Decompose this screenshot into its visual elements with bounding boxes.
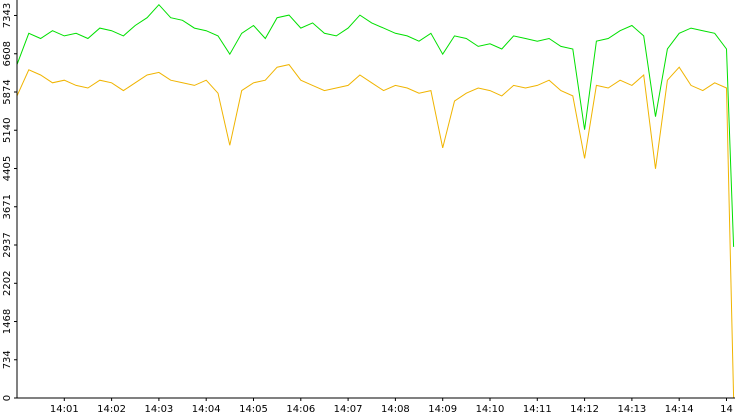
- x-tick-label: 14:10: [476, 404, 505, 415]
- y-tick-label: 5874: [2, 79, 13, 104]
- x-tick-label: 14: [720, 404, 733, 415]
- x-tick-label: 14:05: [239, 404, 268, 415]
- y-tick-label: 2937: [2, 232, 13, 257]
- x-tick-label: 14:02: [97, 404, 126, 415]
- y-tick-label: 1468: [2, 309, 13, 334]
- x-tick-label: 14:11: [523, 404, 552, 415]
- series-line: [16, 64, 735, 399]
- y-tick-label: 6608: [2, 41, 13, 66]
- x-tick-label: 14:06: [286, 404, 315, 415]
- x-tick-label: 14:09: [428, 404, 457, 415]
- y-tick-label: 0: [2, 395, 13, 401]
- y-tick-label: 734: [2, 350, 13, 369]
- x-tick-label: 14:03: [144, 404, 173, 415]
- x-tick-label: 14:08: [381, 404, 410, 415]
- series-line: [16, 3, 735, 247]
- x-tick-label: 14:13: [617, 404, 646, 415]
- x-tick-label: 14:14: [665, 404, 694, 415]
- y-tick-label: 3671: [2, 194, 13, 219]
- y-tick-label: 5140: [2, 118, 13, 143]
- x-tick-label: 14:04: [192, 404, 221, 415]
- y-tick-label: 7343: [2, 3, 13, 28]
- y-tick-label: 2202: [2, 271, 13, 296]
- x-tick-label: 14:01: [50, 404, 79, 415]
- y-tick-label: 4405: [2, 156, 13, 181]
- x-tick-label: 14:07: [334, 404, 363, 415]
- x-tick-label: 14:12: [570, 404, 599, 415]
